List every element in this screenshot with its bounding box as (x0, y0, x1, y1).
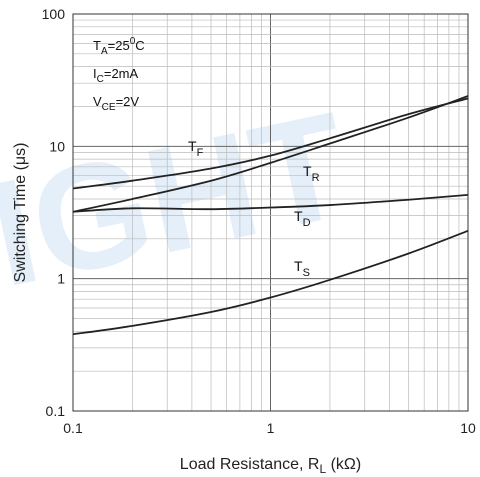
x-tick-label: 1 (267, 420, 275, 436)
condition-symbol: T (93, 38, 101, 53)
y-tick-label: 10 (49, 138, 65, 154)
curve-label-main: T (294, 258, 303, 274)
plot-frame (72, 13, 469, 412)
curve-label-main: T (188, 138, 197, 154)
x-label-unit: (kΩ) (326, 456, 361, 473)
curve-label-tr: TR (303, 163, 320, 184)
grid (73, 14, 468, 411)
condition-superscript: 0 (130, 36, 136, 47)
y-tick-labels: 100 10 1 0.1 (42, 6, 66, 419)
x-tick-label: 0.1 (63, 420, 83, 436)
series-group (72, 95, 469, 336)
x-label-main: Load Resistance, R (180, 456, 320, 473)
condition-subscript: C (97, 74, 104, 85)
curve-label-subscript: R (312, 172, 320, 184)
x-tick-label: 10 (460, 420, 476, 436)
y-tick-label: 0.1 (46, 403, 66, 419)
y-axis-label: Switching Time (μs) (12, 143, 29, 283)
series-line-ts (72, 229, 469, 336)
x-label-subscript: L (319, 462, 326, 476)
y-tick-label: 100 (42, 6, 66, 22)
condition-symbol: I (93, 66, 97, 81)
curve-label-subscript: D (303, 217, 311, 229)
condition-line: TA=250C (93, 36, 145, 57)
curve-label-main: T (294, 208, 303, 224)
curve-label-ts: TS (294, 258, 310, 279)
condition-value: =2V (116, 94, 140, 109)
condition-value: =2mA (104, 66, 139, 81)
curve-label-subscript: S (303, 267, 310, 279)
condition-subscript: CE (102, 102, 116, 113)
condition-line: IC=2mA (93, 66, 139, 85)
condition-value: =25 (108, 38, 130, 53)
condition-line: VCE=2V (93, 94, 139, 113)
series-line-tf (72, 97, 469, 190)
curve-label-subscript: F (197, 147, 204, 159)
x-axis-label: Load Resistance, RL (kΩ) (180, 456, 361, 476)
curve-label-td: TD (294, 208, 311, 229)
condition-subscript: A (101, 46, 108, 57)
condition-symbol: V (93, 94, 102, 109)
curve-label-tf: TF (188, 138, 204, 159)
y-tick-label: 1 (57, 271, 65, 287)
series-line-td (72, 193, 469, 213)
curve-label-main: T (303, 163, 312, 179)
series-line-tr (72, 95, 469, 213)
condition-unit: C (135, 38, 144, 53)
x-tick-labels: 0.1 1 10 (63, 420, 476, 436)
